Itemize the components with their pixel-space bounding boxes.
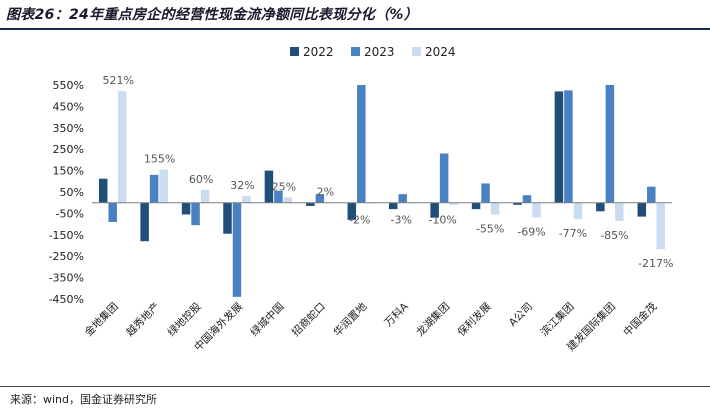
bar-2022-中国金茂	[637, 202, 647, 217]
bar-2024-金地集团	[117, 91, 127, 203]
y-tick-label: 350%	[53, 122, 84, 135]
legend: 2022 2023 2024	[290, 45, 456, 59]
bar-2022-建发国际集团	[596, 202, 605, 212]
bar-2023-中国海外发展	[232, 202, 242, 297]
bar-2023-龙湖集团	[439, 153, 449, 203]
bar-2024-滨江集团	[573, 202, 583, 220]
bar-2024-中国金茂	[656, 202, 666, 250]
x-tick-label: 招商蛇口	[289, 300, 328, 339]
legend-label-2023: 2023	[364, 45, 395, 59]
data-label-2024: 60%	[189, 173, 213, 186]
bar-2022-华润置地	[347, 202, 357, 220]
data-label-2024: -69%	[517, 226, 545, 239]
bars	[98, 85, 666, 297]
bar-2023-中国金茂	[647, 186, 656, 203]
bar-2022-金地集团	[98, 178, 108, 203]
data-label-2024: 2%	[317, 185, 334, 198]
data-label-2024: -85%	[600, 229, 628, 242]
bar-2024-A公司	[532, 202, 541, 218]
y-tick-label: -150%	[49, 229, 84, 242]
bar-2023-金地集团	[108, 202, 117, 222]
data-label-2024: 32%	[230, 179, 254, 192]
data-label-2024: -77%	[559, 227, 587, 240]
x-tick-label: 绿城中国	[248, 300, 287, 339]
x-tick-label: 金地集团	[82, 300, 121, 339]
bar-2023-建发国际集团	[605, 85, 615, 203]
y-tick-label: 50%	[60, 186, 84, 199]
bar-2023-招商蛇口	[315, 194, 325, 203]
data-label-2024: 25%	[272, 180, 296, 193]
data-label-2024: 521%	[102, 74, 133, 87]
bar-2024-绿城中国	[283, 197, 293, 203]
x-tick-label: 万科A	[382, 299, 412, 329]
legend-swatch-2023	[351, 47, 360, 56]
bar-2022-滨江集团	[554, 91, 564, 203]
bar-2024-保利发展	[490, 202, 500, 215]
bar-2022-万科A	[388, 202, 398, 210]
chart-title: 图表26：24年重点房企的经营性现金流净额同比表现分化（%）	[6, 7, 418, 23]
source-note: 来源：wind，国金证券研究所	[10, 393, 158, 406]
legend-label-2024: 2024	[425, 45, 456, 59]
bar-2023-越秀地产	[149, 174, 159, 203]
title-rule	[0, 28, 710, 30]
bar-2022-中国海外发展	[223, 202, 232, 234]
data-label-2024: -2%	[349, 214, 370, 227]
y-tick-label: -450%	[49, 293, 84, 306]
data-label-2024: -3%	[390, 214, 411, 227]
x-tick-label: 中国金茂	[621, 300, 660, 339]
x-tick-label: 绿地控股	[165, 300, 204, 339]
y-tick-label: 250%	[53, 143, 84, 156]
x-tick-label: 滨江集团	[538, 300, 577, 339]
chart-canvas: 2022 2023 2024 550% 450% 350% 250% 150% 50% -50%…	[49, 45, 674, 354]
bar-2023-绿城中国	[274, 190, 283, 203]
y-tick-label: -250%	[49, 250, 84, 263]
bar-2024-龙湖集团	[449, 202, 458, 205]
y-tick-label: 450%	[53, 100, 84, 113]
legend-label-2022: 2022	[303, 45, 334, 59]
bar-2023-华润置地	[357, 85, 366, 203]
y-tick-label: -350%	[49, 272, 84, 285]
y-tick-label: -50%	[56, 207, 84, 220]
y-tick-label: 150%	[53, 165, 84, 178]
legend-swatch-2024	[412, 47, 421, 56]
bar-2022-龙湖集团	[430, 202, 439, 218]
bar-2022-保利发展	[471, 202, 481, 210]
bar-2024-中国海外发展	[242, 195, 251, 203]
x-tick-label: 保利发展	[455, 300, 494, 339]
bar-2024-建发国际集团	[615, 202, 624, 221]
bar-2023-A公司	[522, 195, 532, 203]
bar-2022-绿地控股	[181, 202, 191, 215]
bar-2022-越秀地产	[140, 202, 149, 242]
bar-2022-绿城中国	[264, 170, 274, 203]
data-label-2024: -10%	[428, 214, 456, 227]
y-axis: 550% 450% 350% 250% 150% 50% -50% -150% -250% -35…	[49, 79, 84, 306]
bar-2023-滨江集团	[564, 90, 573, 203]
x-tick-label: 越秀地产	[123, 300, 162, 339]
bar-2022-A公司	[513, 202, 522, 205]
bar-2024-越秀地产	[159, 169, 168, 203]
x-tick-label: A公司	[507, 301, 535, 329]
data-labels: 521% 155% 60% 32% 25% 2% -2% -3% -10% -55% -69% -77…	[102, 74, 673, 270]
bar-2024-绿地控股	[200, 189, 210, 203]
bar-2023-万科A	[398, 194, 407, 203]
data-label-2024: -55%	[476, 223, 504, 236]
data-label-2024: 155%	[144, 153, 175, 166]
data-label-2024: -217%	[638, 257, 673, 270]
bar-2022-招商蛇口	[306, 202, 315, 206]
x-tick-label: 龙湖集团	[413, 300, 452, 339]
bar-2023-保利发展	[481, 183, 490, 203]
x-tick-label: 华润置地	[331, 300, 370, 339]
bottom-rule	[0, 386, 710, 387]
bar-2023-绿地控股	[191, 202, 200, 226]
y-tick-label: 550%	[53, 79, 84, 92]
legend-swatch-2022	[290, 47, 299, 56]
